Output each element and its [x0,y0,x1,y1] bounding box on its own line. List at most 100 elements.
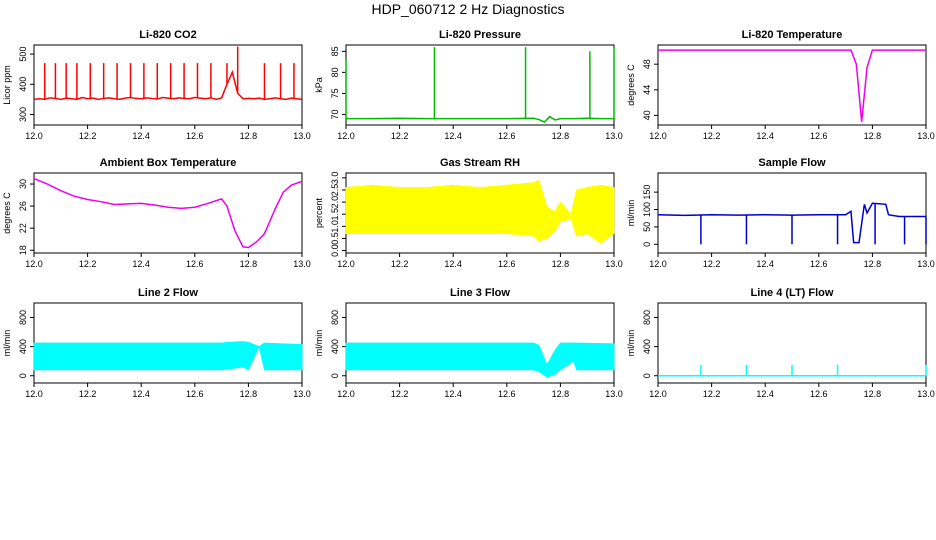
x-tick-label: 12.8 [552,259,570,269]
x-tick-label: 12.4 [132,389,150,399]
panel-co2: Li-820 CO2 12.0 12.2 12.4 12.6 12.8 13.0 300 400… [0,25,312,155]
x-tick-label: 12.0 [25,389,43,399]
y-tick-label: 44 [642,85,652,95]
y-tick-label: 50 [642,222,652,232]
plot-frame [657,302,927,384]
y-tick-label: 400 [330,339,340,354]
y-tick-label: 0 [18,373,28,378]
x-tick-label: 12.8 [864,259,882,269]
x-tick-label: 12.6 [186,259,204,269]
chart-title: Gas Stream RH [440,157,520,169]
series-band [33,341,303,371]
x-tick-label: 12.0 [25,131,43,141]
y-axis-label: ml/min [626,200,636,227]
y-tick-label: 48 [642,59,652,69]
x-tick-label: 12.6 [498,259,516,269]
plot-area [658,364,927,377]
plot-frame [657,44,927,126]
chart-pressure: Li-820 Pressure 12.0 12.2 12.4 12.6 12.8 13.0 7… [314,29,623,141]
y-tick-label: 2.5 [330,184,340,197]
y-tick-label: 70 [330,109,340,119]
x-tick-label: 12.8 [864,389,882,399]
y-axis-label: degrees C [626,64,636,106]
y-tick-label: 500 [18,47,28,62]
y-axis-label: Licor ppm [2,65,12,105]
y-axis-label: ml/min [2,330,12,357]
y-tick-label: 400 [18,77,28,92]
chart-co2: Li-820 CO2 12.0 12.2 12.4 12.6 12.8 13.0 300 400… [2,29,311,141]
x-tick-label: 12.6 [810,259,828,269]
panel-line3: Line 3 Flow 12.0 12.2 12.4 12.6 12.8 13.0 0 400 8… [312,283,624,413]
figure-title: HDP_060712 2 Hz Diagnostics [371,1,565,17]
x-tick-label: 12.4 [444,389,462,399]
plot-area [33,46,303,101]
x-tick-label: 13.0 [917,389,935,399]
x-tick-label: 12.0 [337,259,355,269]
panel-sample-flow: Sample Flow 12.0 12.2 12.4 12.6 12.8 13.0 0 50 10… [624,153,936,283]
x-tick-label: 13.0 [917,259,935,269]
x-tick-label: 12.2 [703,389,721,399]
y-tick-label: 100 [642,202,652,217]
chart-line3: Line 3 Flow 12.0 12.2 12.4 12.6 12.8 13.0 0 400 8… [314,287,623,399]
x-tick-label: 12.8 [240,131,258,141]
x-tick-label: 12.2 [391,389,409,399]
plot-area [345,179,615,244]
x-tick-label: 12.2 [703,131,721,141]
y-tick-label: 300 [18,107,28,122]
chart-line4: Line 4 (LT) Flow 12.0 12.2 12.4 12.6 12.8 13.0… [626,287,935,399]
y-tick-label: 400 [642,339,652,354]
y-tick-label: 2.0 [330,196,340,209]
x-tick-label: 12.4 [756,259,774,269]
y-tick-label: 1.0 [330,220,340,233]
chart-title: Line 3 Flow [450,287,510,299]
plot-area [658,49,926,122]
x-tick-label: 13.0 [605,259,623,269]
series-line [33,69,303,101]
chart-title: Line 4 (LT) Flow [751,287,834,299]
y-tick-label: 3.0 [330,172,340,185]
y-tick-label: 75 [330,88,340,98]
x-tick-label: 12.8 [864,131,882,141]
chart-rh: Gas Stream RH 12.0 12.2 12.4 12.6 12.8 13.0 0.0… [314,157,623,269]
chart-title: Sample Flow [758,157,826,169]
y-axis-label: ml/min [626,330,636,357]
x-tick-label: 12.2 [391,131,409,141]
x-tick-label: 12.8 [552,389,570,399]
chart-line2: Line 2 Flow 12.0 12.2 12.4 12.6 12.8 13.0 0 400 8… [2,287,311,399]
panel-pressure: Li-820 Pressure 12.0 12.2 12.4 12.6 12.8 13.0 7… [312,25,624,155]
y-tick-label: 800 [642,310,652,325]
series-line [658,49,926,122]
y-tick-label: 0 [642,242,652,247]
plot-frame [345,44,615,126]
x-tick-label: 12.8 [240,259,258,269]
x-tick-label: 12.6 [810,389,828,399]
series-line [346,115,614,123]
plot-area [345,342,615,378]
x-tick-label: 12.0 [25,259,43,269]
y-tick-label: 1.5 [330,208,340,221]
panel-rh: Gas Stream RH 12.0 12.2 12.4 12.6 12.8 13.0 0.0… [312,153,624,283]
y-tick-label: 800 [330,310,340,325]
x-tick-label: 12.0 [649,389,667,399]
x-tick-label: 12.2 [79,389,97,399]
panel-line4: Line 4 (LT) Flow 12.0 12.2 12.4 12.6 12.8 13.0… [624,283,936,413]
x-tick-label: 12.4 [756,389,774,399]
chart-temperature: Li-820 Temperature 12.0 12.2 12.4 12.6 12.8 13… [626,29,935,141]
y-tick-label: 0.0 [330,244,340,257]
chart-title: Li-820 CO2 [139,29,196,41]
panel-ambient: Ambient Box Temperature 12.0 12.2 12.4 12.6 1… [0,153,312,283]
y-tick-label: 22 [18,223,28,233]
panel-temperature: Li-820 Temperature 12.0 12.2 12.4 12.6 12.8 13… [624,25,936,155]
y-tick-label: 30 [18,179,28,189]
x-tick-label: 13.0 [605,389,623,399]
y-tick-label: 400 [18,339,28,354]
plot-area [345,47,615,123]
x-tick-label: 12.4 [444,259,462,269]
x-tick-label: 12.4 [444,131,462,141]
plot-frame [657,172,927,254]
y-tick-label: 40 [642,110,652,120]
x-tick-label: 12.0 [649,259,667,269]
plot-frame [33,172,303,254]
x-tick-label: 12.0 [337,389,355,399]
